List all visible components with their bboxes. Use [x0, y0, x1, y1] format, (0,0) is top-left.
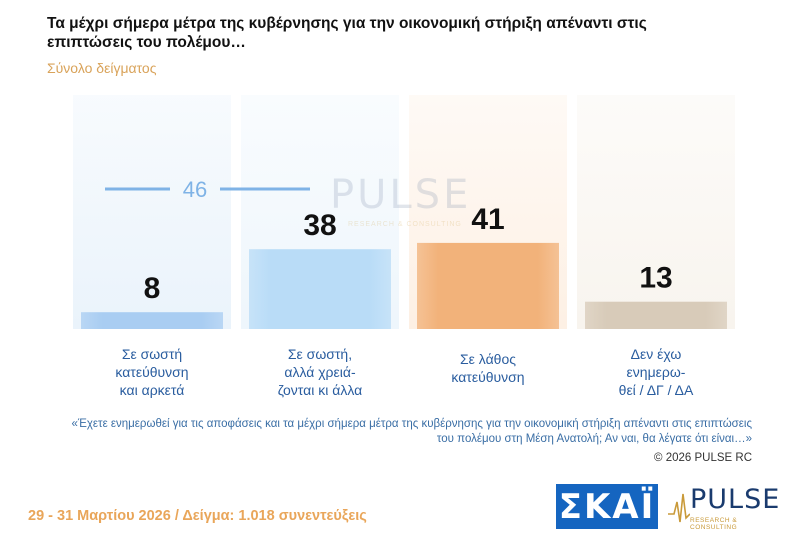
- value-label-1: 38: [303, 209, 336, 242]
- bar-0: [81, 312, 223, 329]
- survey-footer: 29 - 31 Μαρτίου 2026 / Δείγμα: 1.018 συν…: [28, 508, 367, 524]
- copyright: © 2026 PULSE RC: [654, 452, 752, 464]
- bar-chart: 8 38 41 13 46: [73, 95, 735, 329]
- category-label-3: Δεν έχω ενημερω-θεί / ΔΓ / ΔΑ: [618, 346, 694, 398]
- category-label-2: Σε λάθος κατεύθυνση: [451, 351, 525, 385]
- chart-title: Τα μέχρι σήμερα μέτρα της κυβέρνησης για…: [47, 15, 647, 51]
- column-background: [73, 95, 231, 329]
- watermark-subtext: RESEARCH & CONSULTING: [348, 221, 462, 228]
- watermark-text: PULSE: [330, 172, 472, 218]
- bar-2: [417, 242, 559, 329]
- chart-subtitle: Σύνολο δείγματος: [47, 60, 157, 76]
- value-label-2: 41: [471, 203, 504, 236]
- column-background: [577, 95, 735, 329]
- value-label-0: 8: [144, 272, 161, 305]
- pulse-logo-text: PULSE: [690, 484, 781, 515]
- pulse-logo-subtext: RESEARCH & CONSULTING: [690, 517, 738, 531]
- bar-3: [585, 301, 727, 329]
- value-label-3: 13: [639, 262, 672, 295]
- question-note: «Έχετε ενημερωθεί για τις αποφάσεις και …: [71, 418, 752, 445]
- category-label-1: Σε σωστή, αλλά χρειά-ζονται κι άλλα: [277, 346, 363, 398]
- category-label-0: Σε σωστή κατεύθυνση και αρκετά: [115, 346, 189, 398]
- combined-value-label: 46: [183, 177, 207, 202]
- pulse-logo: PULSE RESEARCH & CONSULTING: [668, 484, 786, 531]
- skai-logo: ΣΚΑΪ: [556, 484, 658, 529]
- bar-1: [249, 249, 391, 329]
- pulse-watermark: PULSE RESEARCH & CONSULTING: [330, 172, 472, 228]
- pulse-wave-icon: [668, 493, 690, 523]
